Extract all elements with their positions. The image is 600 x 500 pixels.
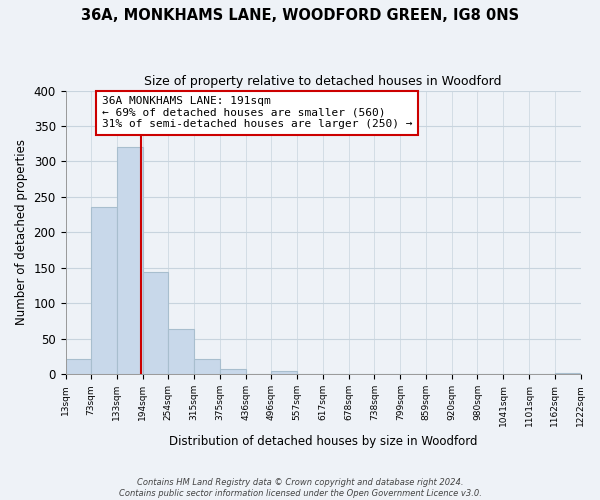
Bar [194,360,220,374]
Bar [271,372,297,374]
Bar [555,373,580,374]
Text: 36A, MONKHAMS LANE, WOODFORD GREEN, IG8 0NS: 36A, MONKHAMS LANE, WOODFORD GREEN, IG8 … [81,8,519,22]
Bar [116,148,143,374]
Bar [220,370,246,374]
Bar [143,272,168,374]
Title: Size of property relative to detached houses in Woodford: Size of property relative to detached ho… [144,75,502,88]
Text: Contains HM Land Registry data © Crown copyright and database right 2024.
Contai: Contains HM Land Registry data © Crown c… [119,478,481,498]
X-axis label: Distribution of detached houses by size in Woodford: Distribution of detached houses by size … [169,434,477,448]
Y-axis label: Number of detached properties: Number of detached properties [15,140,28,326]
Text: 36A MONKHAMS LANE: 191sqm
← 69% of detached houses are smaller (560)
31% of semi: 36A MONKHAMS LANE: 191sqm ← 69% of detac… [101,96,412,130]
Bar [65,358,91,374]
Bar [168,329,194,374]
Bar [91,207,116,374]
